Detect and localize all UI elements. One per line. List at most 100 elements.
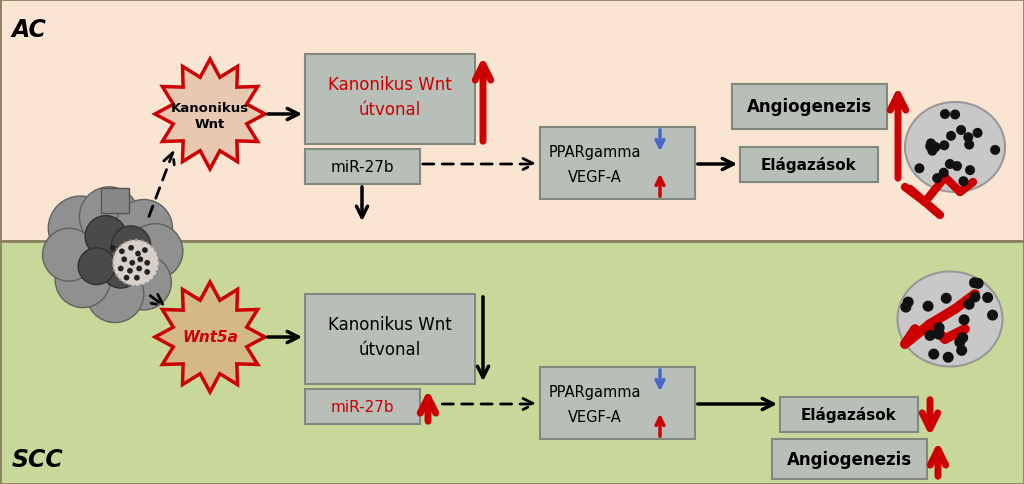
Text: Wnt5a: Wnt5a xyxy=(182,330,238,345)
Ellipse shape xyxy=(897,272,1002,367)
Circle shape xyxy=(982,292,993,303)
Circle shape xyxy=(914,164,925,174)
Circle shape xyxy=(956,126,966,136)
Text: Kanonikus Wnt: Kanonikus Wnt xyxy=(328,76,452,94)
Circle shape xyxy=(116,255,171,310)
Circle shape xyxy=(973,278,984,289)
Circle shape xyxy=(142,248,147,254)
Circle shape xyxy=(965,140,974,150)
Polygon shape xyxy=(155,60,265,170)
Circle shape xyxy=(127,268,133,274)
Text: Kanonikus: Kanonikus xyxy=(171,101,249,114)
Text: Elágazások: Elágazások xyxy=(761,157,857,173)
Bar xyxy=(305,55,475,145)
Circle shape xyxy=(928,146,937,156)
Circle shape xyxy=(934,323,944,333)
Circle shape xyxy=(55,253,111,308)
Text: miR-27b: miR-27b xyxy=(331,160,394,175)
Circle shape xyxy=(939,141,949,151)
Text: PPARgamma: PPARgamma xyxy=(549,385,641,400)
Circle shape xyxy=(964,133,973,143)
Text: VEGF-A: VEGF-A xyxy=(568,170,622,185)
Circle shape xyxy=(136,266,142,272)
Circle shape xyxy=(135,251,141,257)
Bar xyxy=(305,294,475,384)
Circle shape xyxy=(48,197,113,261)
Bar xyxy=(540,367,695,439)
Circle shape xyxy=(941,293,951,304)
Circle shape xyxy=(925,330,936,341)
Text: Angiogenezis: Angiogenezis xyxy=(746,98,872,116)
Circle shape xyxy=(946,132,956,141)
Circle shape xyxy=(113,240,159,286)
Circle shape xyxy=(119,249,125,255)
Circle shape xyxy=(118,266,124,272)
Circle shape xyxy=(954,337,966,348)
Circle shape xyxy=(144,260,151,266)
Text: SCC: SCC xyxy=(12,447,63,471)
Circle shape xyxy=(970,292,981,303)
Circle shape xyxy=(973,129,983,138)
Circle shape xyxy=(124,275,129,281)
Text: útvonal: útvonal xyxy=(358,340,421,358)
Circle shape xyxy=(950,110,961,120)
Circle shape xyxy=(943,352,953,363)
Bar xyxy=(772,439,927,479)
Circle shape xyxy=(956,345,968,356)
Text: Wnt: Wnt xyxy=(195,117,225,130)
Circle shape xyxy=(134,275,139,281)
Circle shape xyxy=(137,257,143,263)
Bar xyxy=(780,397,918,432)
Text: AC: AC xyxy=(12,18,47,42)
Circle shape xyxy=(85,216,127,257)
Circle shape xyxy=(121,257,127,263)
Circle shape xyxy=(932,174,942,184)
Circle shape xyxy=(926,139,936,149)
Circle shape xyxy=(128,245,134,251)
Circle shape xyxy=(933,329,944,340)
Ellipse shape xyxy=(905,103,1005,193)
Bar xyxy=(540,128,695,199)
Circle shape xyxy=(964,299,975,310)
Text: VEGF-A: VEGF-A xyxy=(568,409,622,424)
Circle shape xyxy=(78,248,115,285)
Circle shape xyxy=(957,333,969,344)
Bar xyxy=(0,242,1024,484)
Circle shape xyxy=(990,146,1000,155)
Circle shape xyxy=(926,142,935,152)
Text: PPARgamma: PPARgamma xyxy=(549,145,641,160)
Circle shape xyxy=(900,302,911,313)
Circle shape xyxy=(952,162,962,172)
Circle shape xyxy=(940,110,950,120)
Circle shape xyxy=(928,349,939,360)
Circle shape xyxy=(144,270,151,275)
Circle shape xyxy=(958,315,970,326)
Circle shape xyxy=(965,166,975,176)
Bar xyxy=(305,389,420,424)
Text: Kanonikus Wnt: Kanonikus Wnt xyxy=(328,316,452,333)
Circle shape xyxy=(939,168,948,178)
Text: miR-27b: miR-27b xyxy=(331,399,394,414)
Bar xyxy=(101,189,129,214)
Circle shape xyxy=(101,249,140,288)
Bar xyxy=(732,85,887,130)
Circle shape xyxy=(969,278,980,288)
Bar xyxy=(0,0,1024,242)
Text: útvonal: útvonal xyxy=(358,101,421,119)
Text: Elágazások: Elágazások xyxy=(801,407,897,423)
Circle shape xyxy=(128,224,183,279)
Circle shape xyxy=(86,266,143,323)
Circle shape xyxy=(112,227,151,266)
Bar xyxy=(740,148,878,182)
Circle shape xyxy=(958,177,969,187)
Circle shape xyxy=(923,301,934,312)
Circle shape xyxy=(79,187,139,247)
Circle shape xyxy=(110,245,116,251)
Text: Angiogenezis: Angiogenezis xyxy=(786,450,912,468)
Polygon shape xyxy=(155,283,265,392)
Circle shape xyxy=(115,200,172,257)
Circle shape xyxy=(931,143,941,152)
Circle shape xyxy=(987,310,998,321)
Bar xyxy=(305,150,420,184)
Circle shape xyxy=(902,297,913,308)
